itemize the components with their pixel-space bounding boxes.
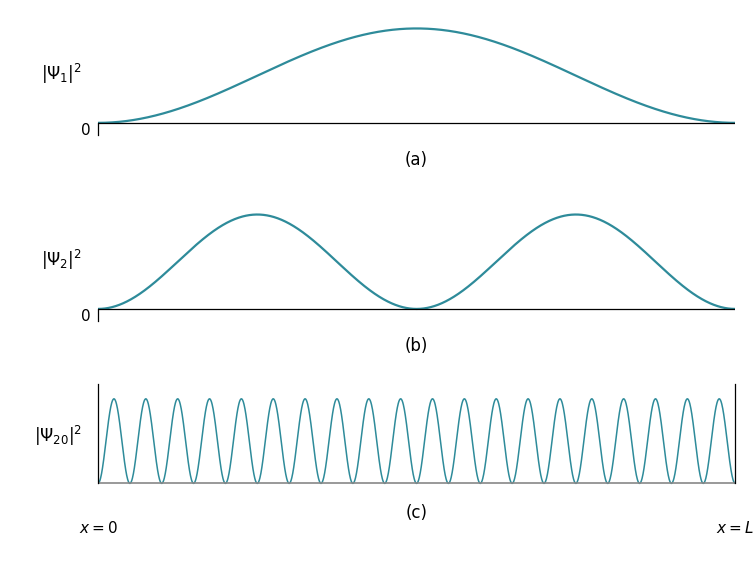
Text: $|\Psi_{20}|^2$: $|\Psi_{20}|^2$ <box>34 424 82 448</box>
Text: $x = L$: $x = L$ <box>716 520 754 536</box>
Text: (a): (a) <box>405 151 428 168</box>
Text: (c): (c) <box>406 504 428 523</box>
Text: 0: 0 <box>81 309 90 324</box>
Text: $|\Psi_2|^2$: $|\Psi_2|^2$ <box>41 248 82 272</box>
Text: (b): (b) <box>405 337 428 355</box>
Text: $|\Psi_1|^2$: $|\Psi_1|^2$ <box>41 61 82 85</box>
Text: $x = 0$: $x = 0$ <box>78 520 118 536</box>
Text: 0: 0 <box>81 123 90 138</box>
